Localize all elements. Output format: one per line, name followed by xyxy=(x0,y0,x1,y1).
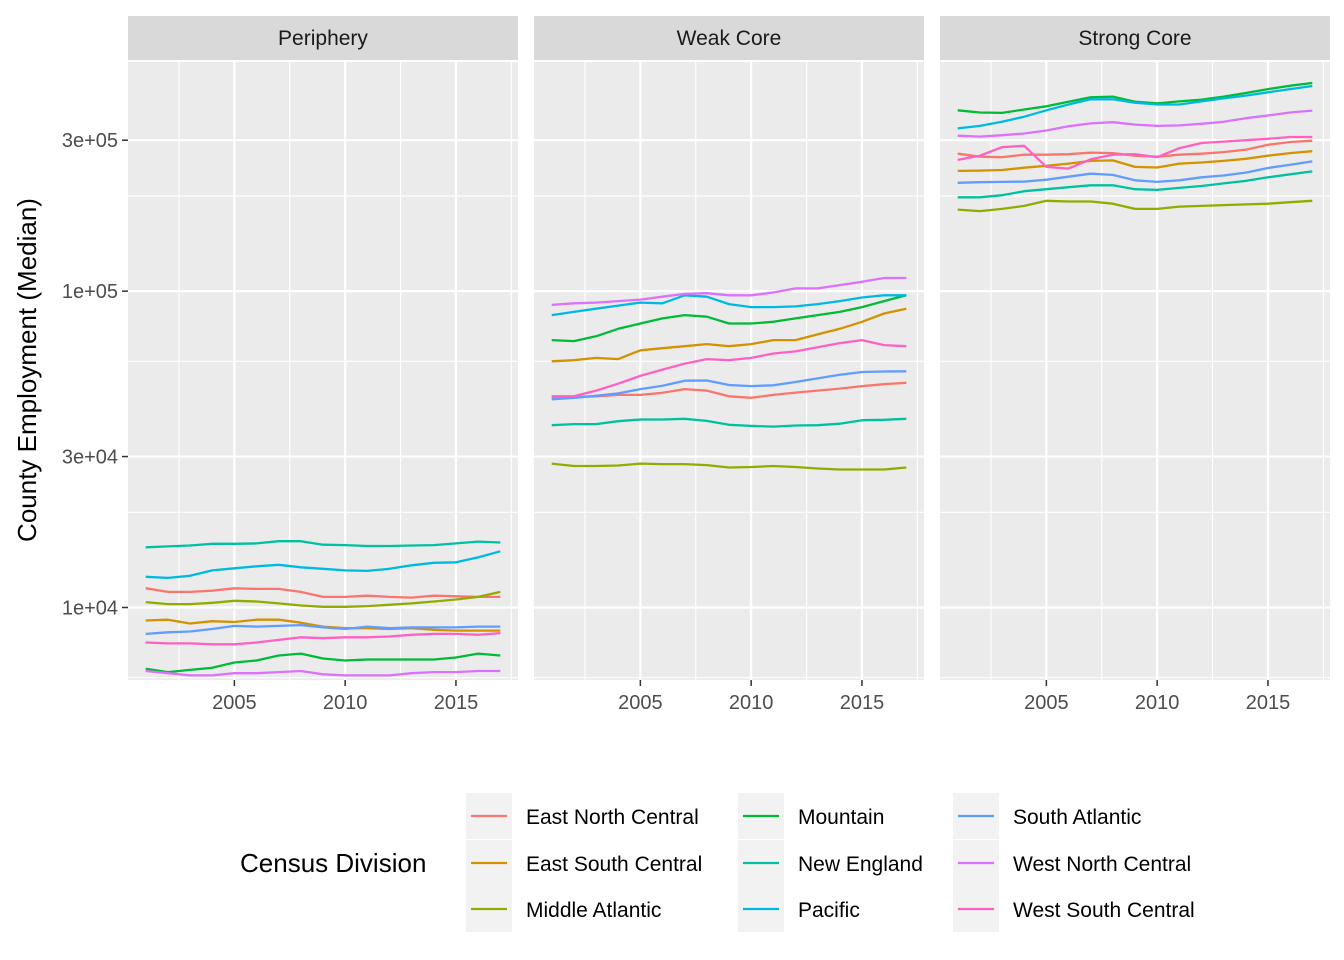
x-tick-label: 2010 xyxy=(1135,692,1180,714)
legend-label: East North Central xyxy=(526,806,699,829)
y-axis: 1e+04 3e+04 1e+05 3e+05 xyxy=(62,130,128,620)
series-line-middle-atlantic xyxy=(551,462,907,471)
x-tick-label: 2005 xyxy=(212,692,257,714)
legend-label: Mountain xyxy=(798,806,884,829)
facet-panels: Periphery 2005 2010 2015 Weak Core 2005 2010 20… xyxy=(128,16,1330,714)
legend-label: Pacific xyxy=(798,899,860,922)
strip-background xyxy=(534,16,924,60)
legend-keys: East North Central East South Central Midd… xyxy=(466,793,1195,932)
legend-label: New England xyxy=(798,853,923,876)
y-tick-label: 3e+05 xyxy=(62,130,118,152)
legend-label: East South Central xyxy=(526,853,702,876)
legend-entry-east-north-central: East North Central xyxy=(466,793,699,839)
panel-weak-core: Weak Core 2005 2010 2015 xyxy=(534,16,924,714)
y-tick-label: 1e+04 xyxy=(62,598,118,620)
x-tick-label: 2010 xyxy=(323,692,368,714)
series-line-south-atlantic xyxy=(957,160,1313,184)
series-line-mountain xyxy=(551,294,907,343)
x-tick-label: 2015 xyxy=(840,692,885,714)
series-line-new-england xyxy=(551,417,907,428)
panel-periphery: Periphery 2005 2010 2015 xyxy=(128,16,518,714)
series-line-new-england xyxy=(145,540,501,549)
legend-entry-new-england: New England xyxy=(738,840,923,886)
panel-background xyxy=(534,62,924,680)
x-tick-label: 2015 xyxy=(1246,692,1291,714)
strip-background xyxy=(940,16,1330,60)
series-line-mountain xyxy=(145,652,501,674)
strip-label: Periphery xyxy=(278,27,368,50)
legend-entry-west-north-central: West North Central xyxy=(953,840,1191,886)
x-tick-label: 2005 xyxy=(1024,692,1069,714)
strip-label: Weak Core xyxy=(677,27,782,50)
series-line-middle-atlantic xyxy=(145,590,501,608)
y-tick-label: 1e+05 xyxy=(62,281,118,303)
legend-entry-west-south-central: West South Central xyxy=(953,886,1195,932)
panel-strong-core: Strong Core 2005 2010 2015 xyxy=(940,16,1330,714)
series-line-west-north-central xyxy=(957,109,1313,138)
legend-entry-mountain: Mountain xyxy=(738,793,884,839)
series-line-south-atlantic xyxy=(551,370,907,401)
legend-entry-east-south-central: East South Central xyxy=(466,840,702,886)
series-line-east-north-central xyxy=(957,139,1313,159)
series-line-west-south-central xyxy=(551,338,907,398)
series-line-pacific xyxy=(551,294,907,317)
series-line-south-atlantic xyxy=(145,623,501,636)
x-tick-label: 2015 xyxy=(434,692,479,714)
panel-background xyxy=(128,62,518,680)
x-tick-label: 2005 xyxy=(618,692,663,714)
series-line-west-south-central xyxy=(145,631,501,646)
legend-entry-south-atlantic: South Atlantic xyxy=(953,793,1141,839)
y-axis-title: County Employment (Median) xyxy=(12,198,42,542)
series-line-pacific xyxy=(145,550,501,580)
legend-label: West North Central xyxy=(1013,853,1191,876)
series-line-west-south-central xyxy=(957,135,1313,170)
series-line-east-south-central xyxy=(551,307,907,363)
strip-label: Strong Core xyxy=(1078,27,1191,50)
series-line-west-north-central xyxy=(551,276,907,307)
series-line-east-north-central xyxy=(145,587,501,599)
panel-background xyxy=(940,62,1330,680)
legend-title: Census Division xyxy=(240,848,426,878)
x-tick-label: 2010 xyxy=(729,692,774,714)
legend-entry-pacific: Pacific xyxy=(738,886,860,932)
legend-entry-middle-atlantic: Middle Atlantic xyxy=(466,886,661,932)
legend-label: West South Central xyxy=(1013,899,1195,922)
series-line-east-south-central xyxy=(957,150,1313,173)
legend: Census Division East North Central East S… xyxy=(240,793,1195,932)
legend-label: South Atlantic xyxy=(1013,806,1141,829)
series-line-pacific xyxy=(957,84,1313,130)
strip-background xyxy=(128,16,518,60)
y-tick-label: 3e+04 xyxy=(62,447,118,469)
series-line-middle-atlantic xyxy=(957,199,1313,213)
series-line-west-north-central xyxy=(145,669,501,677)
series-line-east-north-central xyxy=(551,381,907,399)
legend-label: Middle Atlantic xyxy=(526,899,661,922)
series-line-new-england xyxy=(957,170,1313,199)
